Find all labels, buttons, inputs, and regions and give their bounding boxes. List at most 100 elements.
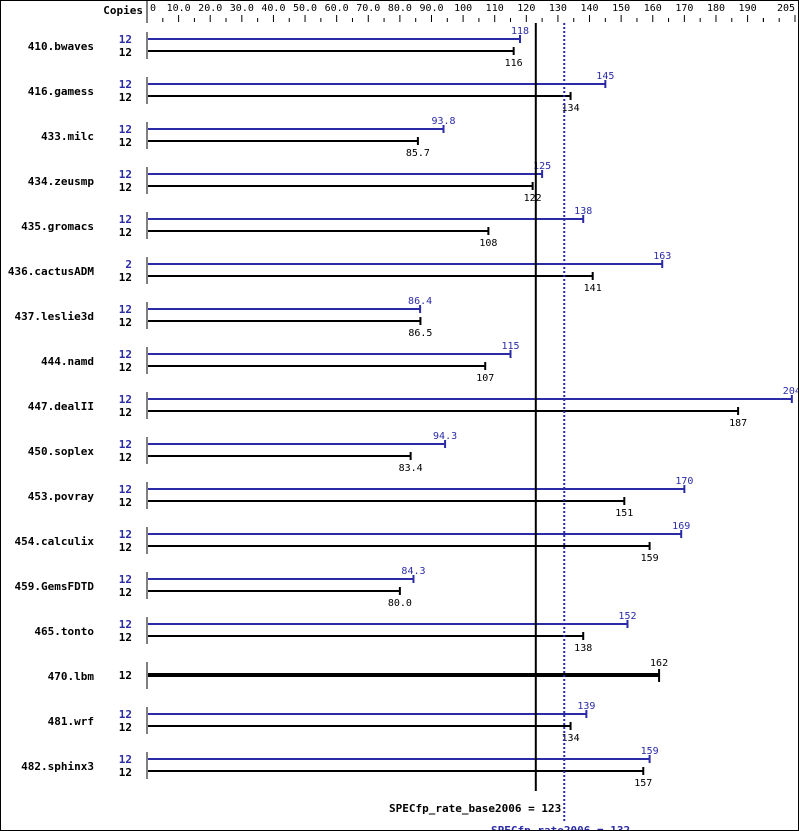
copies-peak: 12 [119, 348, 132, 361]
tick-label: 90.0 [419, 3, 443, 14]
copies-peak: 12 [119, 483, 132, 496]
peak-summary-label: SPECfp_rate2006 = 132 [491, 824, 630, 830]
copies-base: 12 [119, 406, 132, 419]
benchmark-label: 444.namd [41, 355, 94, 368]
value-label-base: 85.7 [406, 148, 430, 159]
value-label-peak: 145 [596, 71, 614, 82]
value-label-base: 83.4 [399, 463, 423, 474]
copies-peak: 12 [119, 213, 132, 226]
value-label-peak: 152 [618, 611, 636, 622]
benchmark-label: 433.milc [41, 130, 94, 143]
tick-label: 40.0 [261, 3, 285, 14]
benchmark-label: 465.tonto [34, 625, 94, 638]
copies-peak: 12 [119, 438, 132, 451]
benchmark-label: 437.leslie3d [15, 310, 94, 323]
value-label-base: 141 [584, 283, 602, 294]
benchmark-label: 470.lbm [48, 670, 95, 683]
copies-peak: 12 [119, 753, 132, 766]
value-label-peak: 118 [511, 26, 529, 37]
value-label-peak: 163 [653, 251, 671, 262]
copies-peak: 12 [119, 528, 132, 541]
value-label-base: 187 [729, 418, 747, 429]
tick-label: 50.0 [293, 3, 317, 14]
value-label-peak: 86.4 [408, 296, 432, 307]
copies-base: 12 [119, 766, 132, 779]
copies-base: 12 [119, 226, 132, 239]
benchmark-label: 481.wrf [48, 715, 94, 728]
copies-peak: 12 [119, 618, 132, 631]
value-label-peak: 170 [675, 476, 693, 487]
copies-peak: 12 [119, 303, 132, 316]
tick-label: 180 [707, 3, 725, 14]
copies-peak: 12 [119, 123, 132, 136]
value-label-base: 80.0 [388, 598, 412, 609]
tick-label: 20.0 [198, 3, 222, 14]
copies-peak: 12 [119, 708, 132, 721]
copies-base: 12 [119, 451, 132, 464]
value-label-base: 134 [562, 103, 580, 114]
value-label-peak: 94.3 [433, 431, 457, 442]
value-label-base: 107 [476, 373, 494, 384]
copies-peak: 12 [119, 393, 132, 406]
copies-base: 12 [119, 541, 132, 554]
tick-label: 190 [739, 3, 757, 14]
value-label-base: 151 [615, 508, 633, 519]
value-label-peak: 138 [574, 206, 592, 217]
value-label-base: 86.5 [408, 328, 432, 339]
tick-label: 170 [675, 3, 693, 14]
copies-base: 12 [119, 271, 132, 284]
copies-peak: 12 [119, 78, 132, 91]
copies-base: 12 [119, 721, 132, 734]
tick-label: 160 [644, 3, 662, 14]
copies-header: Copies [103, 4, 143, 17]
base-summary-label: SPECfp_rate_base2006 = 123 [389, 802, 561, 815]
benchmark-label: 410.bwaves [28, 40, 94, 53]
benchmark-label: 453.povray [28, 490, 95, 503]
copies-base: 12 [119, 46, 132, 59]
benchmark-label: 416.gamess [28, 85, 94, 98]
benchmark-label: 482.sphinx3 [21, 760, 94, 773]
value-label-peak: 115 [501, 341, 519, 352]
value-label-peak: 204 [783, 386, 798, 397]
value-label-peak: 159 [641, 746, 659, 757]
copies-base: 12 [119, 496, 132, 509]
copies-base: 12 [119, 586, 132, 599]
value-label-peak: 84.3 [401, 566, 425, 577]
tick-label: 130 [549, 3, 567, 14]
tick-label: 10.0 [167, 3, 191, 14]
value-label-peak: 93.8 [431, 116, 455, 127]
copies-peak: 2 [125, 258, 132, 271]
copies-peak: 12 [119, 573, 132, 586]
copies-base: 12 [119, 631, 132, 644]
tick-label: 0 [150, 3, 156, 14]
value-label-base: 159 [641, 553, 659, 564]
benchmark-label: 450.soplex [28, 445, 95, 458]
value-label-base: 108 [479, 238, 497, 249]
copies-peak: 12 [119, 33, 132, 46]
value-label-base: 138 [574, 643, 592, 654]
copies-base: 12 [119, 136, 132, 149]
tick-label: 30.0 [230, 3, 254, 14]
tick-label: 120 [517, 3, 535, 14]
tick-label: 150 [612, 3, 630, 14]
value-label-base: 134 [562, 733, 580, 744]
benchmark-label: 454.calculix [15, 535, 95, 548]
value-label-peak: 169 [672, 521, 690, 532]
value-label-base: 116 [505, 58, 523, 69]
benchmark-label: 434.zeusmp [28, 175, 95, 188]
copies-base: 12 [119, 361, 132, 374]
value-label-base: 157 [634, 778, 652, 789]
tick-label: 100 [454, 3, 472, 14]
tick-label: 70.0 [356, 3, 380, 14]
copies-base: 12 [119, 181, 132, 194]
benchmark-label: 436.cactusADM [8, 265, 94, 278]
copies-value: 12 [119, 669, 132, 682]
benchmark-label: 447.dealII [28, 400, 94, 413]
benchmark-label: 459.GemsFDTD [15, 580, 95, 593]
value-label-peak: 139 [577, 701, 595, 712]
copies-base: 12 [119, 316, 132, 329]
value-label-peak: 125 [533, 161, 551, 172]
tick-label: 140 [581, 3, 599, 14]
